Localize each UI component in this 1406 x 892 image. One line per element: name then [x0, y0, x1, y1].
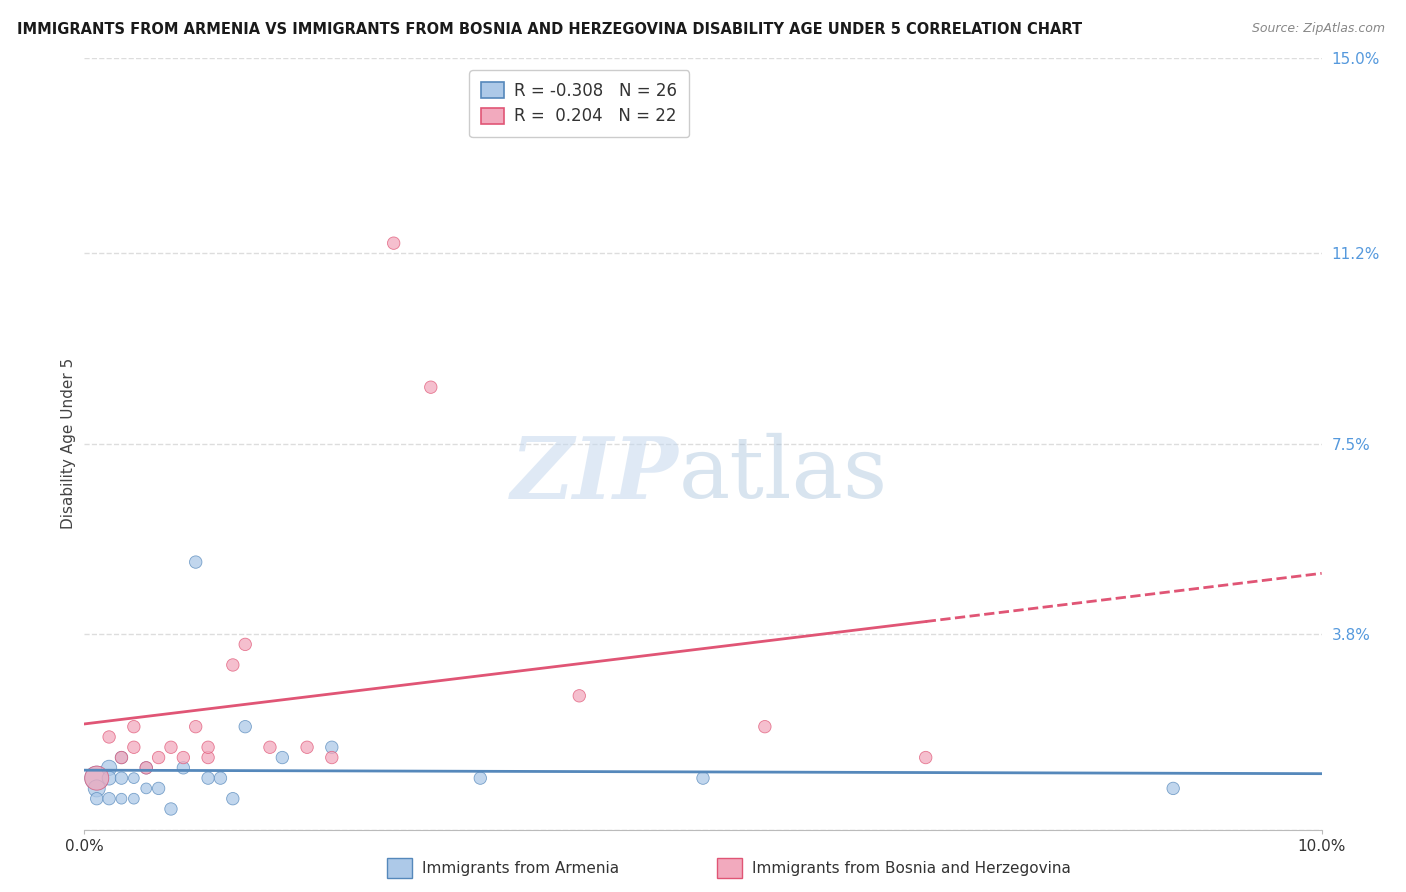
Point — [122, 771, 145, 785]
Point — [122, 720, 145, 734]
Text: Source: ZipAtlas.com: Source: ZipAtlas.com — [1251, 22, 1385, 36]
Text: atlas: atlas — [678, 433, 887, 516]
Point — [222, 791, 245, 805]
Legend: R = -0.308   N = 26, R =  0.204   N = 22: R = -0.308 N = 26, R = 0.204 N = 22 — [470, 70, 689, 137]
Point — [86, 791, 108, 805]
Point — [271, 750, 294, 764]
Point — [86, 781, 108, 796]
Point — [259, 740, 281, 755]
Point — [135, 761, 157, 775]
Point — [172, 761, 194, 775]
Point — [321, 750, 343, 764]
Text: ZIP: ZIP — [510, 433, 678, 516]
Point — [86, 771, 108, 785]
Point — [110, 791, 132, 805]
Point — [110, 750, 132, 764]
Point — [98, 730, 121, 744]
Point — [184, 720, 207, 734]
Text: Immigrants from Armenia: Immigrants from Armenia — [422, 862, 619, 876]
Point — [222, 657, 245, 672]
Point — [470, 771, 492, 785]
Point — [148, 781, 170, 796]
Y-axis label: Disability Age Under 5: Disability Age Under 5 — [60, 359, 76, 529]
Point — [98, 761, 121, 775]
Point — [98, 791, 121, 805]
Point — [1161, 781, 1184, 796]
Point — [295, 740, 318, 755]
Point — [122, 791, 145, 805]
Point — [197, 750, 219, 764]
Point — [110, 750, 132, 764]
Point — [135, 781, 157, 796]
Point — [110, 771, 132, 785]
Point — [160, 740, 183, 755]
Point — [209, 771, 232, 785]
Text: IMMIGRANTS FROM ARMENIA VS IMMIGRANTS FROM BOSNIA AND HERZEGOVINA DISABILITY AGE: IMMIGRANTS FROM ARMENIA VS IMMIGRANTS FR… — [17, 22, 1083, 37]
Point — [172, 750, 194, 764]
Point — [197, 740, 219, 755]
Point — [122, 740, 145, 755]
Point — [148, 750, 170, 764]
Point — [233, 637, 256, 651]
Point — [692, 771, 714, 785]
Point — [419, 380, 441, 394]
Point — [98, 771, 121, 785]
Point — [86, 771, 108, 785]
Point — [160, 802, 183, 816]
Point — [135, 761, 157, 775]
Point — [382, 236, 405, 251]
Point — [754, 720, 776, 734]
Point — [197, 771, 219, 785]
Text: Immigrants from Bosnia and Herzegovina: Immigrants from Bosnia and Herzegovina — [752, 862, 1071, 876]
Point — [568, 689, 591, 703]
Point — [233, 720, 256, 734]
Point — [184, 555, 207, 569]
Point — [914, 750, 936, 764]
Point — [321, 740, 343, 755]
